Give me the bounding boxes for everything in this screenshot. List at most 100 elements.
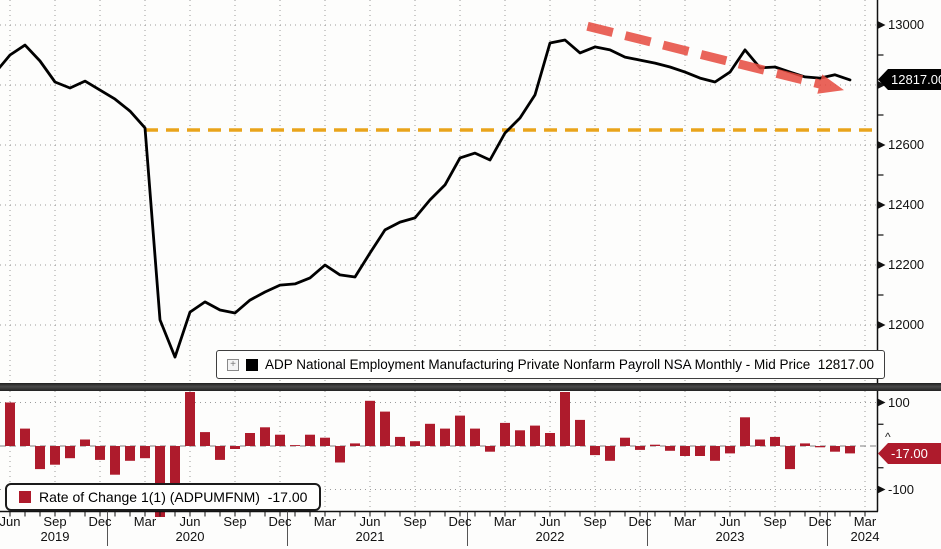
price-series-swatch [246,358,258,371]
roc-bar [140,446,150,459]
price-axis-tick-label: 12200 [888,257,925,272]
roc-bar [350,443,360,446]
roc-bar [800,443,810,446]
roc-bar [815,446,825,448]
roc-bar [65,446,75,459]
roc-bar [95,446,105,460]
roc-bar [335,446,345,463]
roc-bar [575,419,585,446]
x-axis-month-label: Jun [179,514,201,529]
roc-bar [545,433,555,446]
x-axis-month-label: Jun [359,514,381,529]
roc-bar [755,439,765,446]
roc-bar [635,446,645,450]
rate-of-change-panel[interactable] [0,391,941,549]
roc-bar [395,436,405,446]
roc-bar [515,430,525,446]
roc-bar [455,415,465,446]
roc-bar [170,446,180,500]
roc-bar [650,444,660,446]
roc-bar [740,417,750,446]
roc-bar [500,422,510,446]
tick-arrow [877,398,886,407]
roc-bar [680,446,690,456]
x-axis-month-label: Mar [853,514,877,529]
x-axis-month-label: Dec [448,514,472,529]
x-axis-month-label: Mar [493,514,517,529]
tick-arrow [877,21,886,29]
trend-arrow-shaft [586,21,822,89]
x-axis-month-label: Jun [539,514,561,529]
x-axis-month-label: Dec [268,514,292,529]
tick-arrow [877,261,886,269]
roc-bar [20,428,30,446]
last-roc-badge: -17.00 [878,443,941,464]
roc-bar [35,446,45,470]
panel-divider[interactable] [0,383,941,391]
roc-axis-tick-label: 100 [888,394,910,410]
price-series-label: ADP National Employment Manufacturing Pr… [265,357,875,372]
roc-bar [470,428,480,446]
roc-bar [80,439,90,446]
roc-bar [215,446,225,460]
x-axis-year-label: 2023 [715,529,745,544]
roc-bar [5,402,15,446]
roc-bar [560,392,570,446]
x-axis-month-label: Mar [133,514,157,529]
roc-series-legend[interactable]: Rate of Change 1(1) (ADPUMFNM) -17.00 [5,483,322,511]
roc-series-label: Rate of Change 1(1) (ADPUMFNM) -17.00 [39,489,308,505]
tick-arrow [877,201,886,209]
zero-tick-caret: ^ [885,430,891,444]
x-axis-month-label: Sep [223,514,247,529]
roc-bar [260,427,270,446]
x-axis-month-label: Jun [0,514,21,529]
roc-bar [50,446,60,465]
roc-bar [440,428,450,446]
roc-bar [605,446,615,461]
x-axis-month-label: Mar [313,514,337,529]
roc-bar [110,446,120,475]
price-axis-tick-label: 12600 [888,137,925,152]
roc-bar [710,446,720,461]
x-axis-month-label: Sep [43,514,67,529]
trend-arrow-head [817,74,844,94]
roc-bar [785,446,795,470]
price-axis-tick-label: 12400 [888,197,925,212]
roc-bar [665,446,675,451]
roc-bar [320,437,330,446]
x-axis-month-label: Dec [808,514,832,529]
x-axis-month-label: Dec [628,514,652,529]
price-series-legend[interactable]: + ADP National Employment Manufacturing … [216,350,886,379]
price-axis-tick-label: 13000 [888,17,925,32]
x-axis-month-label: Dec [88,514,112,529]
roc-bar [155,446,165,517]
x-axis-month-label: Jun [719,514,741,529]
legend-expand-icon[interactable]: + [227,358,239,371]
roc-bar [230,446,240,449]
x-axis-year-label: 2019 [40,529,70,544]
x-axis-year-label: 2021 [355,529,385,544]
x-axis-year-label: 2020 [175,529,205,544]
tick-arrow [877,485,886,494]
roc-bar [620,437,630,446]
roc-series-swatch [19,491,31,503]
roc-bar [845,446,855,454]
roc-bar [305,434,315,446]
price-axis-tick-label: 12000 [888,317,925,332]
roc-bar [410,441,420,446]
roc-bar [275,434,285,446]
roc-bar [485,446,495,452]
roc-bar [290,445,300,446]
roc-axis-tick-label: -100 [888,481,915,497]
roc-bar [770,436,780,446]
trend-arrow-annotation [586,21,844,94]
roc-bar [695,446,705,456]
tick-arrow [877,141,886,149]
roc-bar [125,446,135,461]
roc-bar [830,446,840,452]
x-axis-year-label: 2022 [535,529,565,544]
tick-arrow [877,81,886,89]
x-axis-month-label: Sep [583,514,607,529]
price-chart-panel[interactable] [0,0,941,383]
